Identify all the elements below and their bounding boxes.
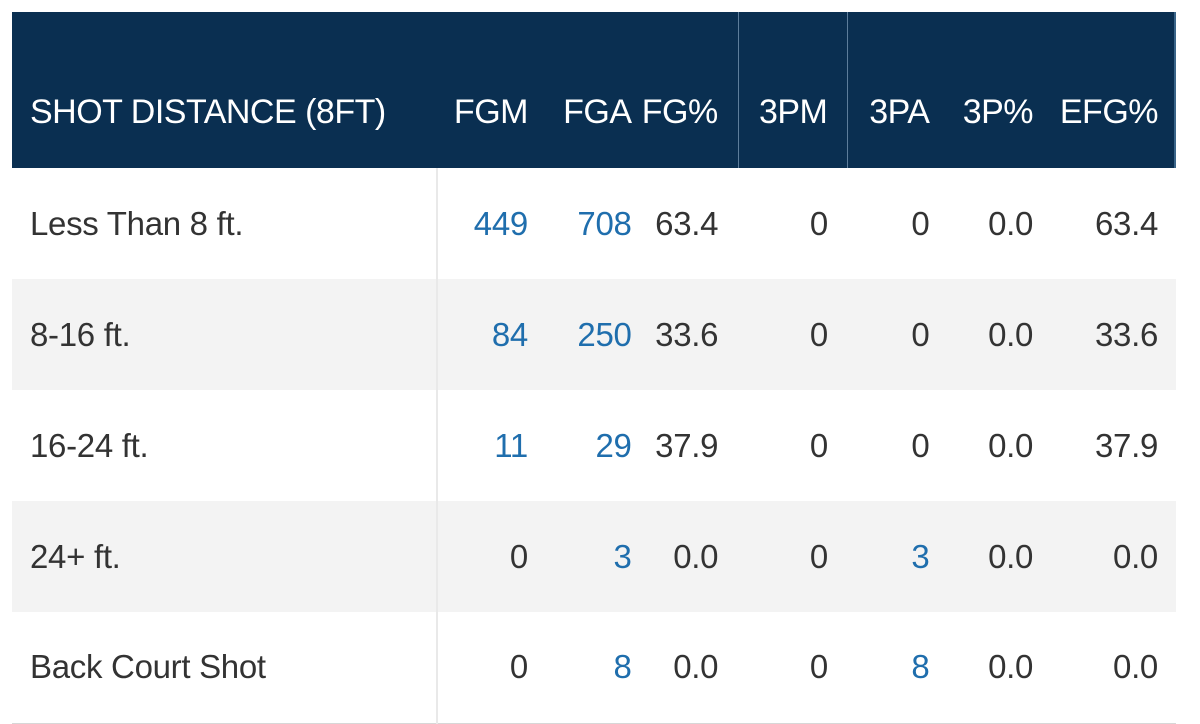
fga-link[interactable]: 3 xyxy=(613,537,632,575)
fga-link[interactable]: 708 xyxy=(577,204,632,242)
row-label: 8-16 ft. xyxy=(12,279,438,390)
3pa-link[interactable]: 8 xyxy=(847,612,950,724)
row-label: 24+ ft. xyxy=(12,501,438,612)
efg-pct-cell: 33.6 xyxy=(1094,315,1158,353)
column-header-fga[interactable]: FGA xyxy=(563,92,632,131)
row-label: Back Court Shot xyxy=(12,612,438,724)
3p-pct-cell: 0.0 xyxy=(988,315,1034,353)
table-row: 16-24 ft. 11 29 37.9 0 0 0.0 37.9 xyxy=(12,390,1176,501)
table-row: Less Than 8 ft. 449 708 63.4 0 0 0.0 63.… xyxy=(12,168,1176,279)
table-header-row: SHOT DISTANCE (8FT) FGM FGA FG% 3PM 3PA … xyxy=(12,12,1176,168)
fga-link[interactable]: 29 xyxy=(595,426,632,464)
3pa-cell: 0 xyxy=(911,426,930,464)
table-row: Back Court Shot 0 8 0.0 0 8 0.0 0.0 xyxy=(12,612,1176,724)
fgm-link[interactable]: 449 xyxy=(473,204,528,242)
3pa-cell: 0 xyxy=(911,204,930,242)
3p-pct-cell: 0.0 xyxy=(988,204,1034,242)
3p-pct-cell: 0.0 xyxy=(949,612,1054,724)
3pm-cell: 0 xyxy=(809,315,828,353)
table-row: 8-16 ft. 84 250 33.6 0 0 0.0 33.6 xyxy=(12,279,1176,390)
fgm-cell: 0 xyxy=(509,537,528,575)
3pm-cell: 0 xyxy=(809,204,828,242)
table-row: 24+ ft. 0 3 0.0 0 3 0.0 0.0 xyxy=(12,501,1176,612)
efg-pct-cell: 0.0 xyxy=(1053,612,1176,724)
fg-pct-cell: 37.9 xyxy=(655,426,719,464)
column-header-fg-pct[interactable]: FG% xyxy=(641,92,718,131)
fgm-link[interactable]: 11 xyxy=(494,426,528,464)
3pm-cell: 0 xyxy=(809,537,828,575)
efg-pct-cell: 37.9 xyxy=(1094,426,1158,464)
fga-link[interactable]: 8 xyxy=(527,612,632,724)
fg-pct-cell: 0.0 xyxy=(631,612,739,724)
row-label: Less Than 8 ft. xyxy=(12,168,438,279)
column-header-3pa[interactable]: 3PA xyxy=(847,12,950,168)
3pa-link[interactable]: 3 xyxy=(911,537,930,575)
3p-pct-cell: 0.0 xyxy=(988,426,1034,464)
fg-pct-cell: 0.0 xyxy=(673,537,719,575)
column-header-fgm[interactable]: FGM xyxy=(453,92,528,131)
fg-pct-cell: 33.6 xyxy=(655,315,719,353)
header-right-divider xyxy=(1174,12,1176,168)
3pm-cell: 0 xyxy=(809,426,828,464)
3p-pct-cell: 0.0 xyxy=(988,537,1034,575)
3pa-cell: 0 xyxy=(911,315,930,353)
fgm-link[interactable]: 84 xyxy=(491,315,528,353)
shot-distance-table: SHOT DISTANCE (8FT) FGM FGA FG% 3PM 3PA … xyxy=(12,12,1176,724)
column-header-3p-pct[interactable]: 3P% xyxy=(962,92,1034,131)
efg-pct-cell: 0.0 xyxy=(1113,537,1158,575)
column-header-shot-distance[interactable]: SHOT DISTANCE (8FT) xyxy=(30,92,386,131)
column-header-efg-pct[interactable]: EFG% xyxy=(1059,92,1159,131)
fg-pct-cell: 63.4 xyxy=(655,204,719,242)
fgm-cell: 0 xyxy=(436,612,528,724)
row-label: 16-24 ft. xyxy=(12,390,438,501)
column-header-3pm[interactable]: 3PM xyxy=(737,12,848,168)
3pm-cell: 0 xyxy=(738,612,848,724)
fga-link[interactable]: 250 xyxy=(577,315,632,353)
efg-pct-cell: 63.4 xyxy=(1094,204,1158,242)
